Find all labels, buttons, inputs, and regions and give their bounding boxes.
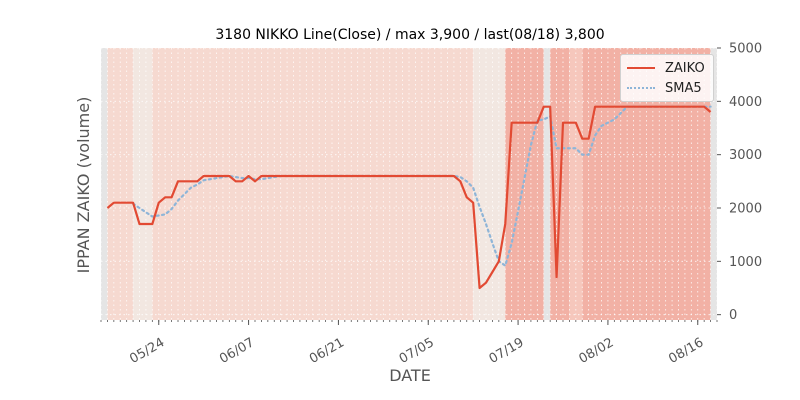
y-tick-label: 1000 bbox=[729, 255, 762, 270]
x-axis-label: DATE bbox=[389, 366, 431, 385]
background-band-0 bbox=[101, 48, 108, 320]
x-tick-label: 08/02 bbox=[576, 335, 616, 367]
grid-lines bbox=[100, 47, 718, 320]
legend-label-zaiko: ZAIKO bbox=[665, 60, 705, 76]
y-tick-label: 3000 bbox=[729, 148, 762, 163]
legend-swatch-zaiko bbox=[627, 67, 655, 69]
chart-title: 3180 NIKKO Line(Close) / max 3,900 / las… bbox=[215, 27, 604, 43]
y-axis: 0 1000 2000 3000 4000 5000 bbox=[717, 42, 762, 323]
x-tick-label: 05/24 bbox=[127, 335, 167, 367]
x-tick-label: 06/07 bbox=[217, 335, 257, 367]
legend-label-sma5: SMA5 bbox=[665, 80, 702, 96]
legend: ZAIKO SMA5 bbox=[620, 54, 714, 102]
legend-item-sma5: SMA5 bbox=[627, 79, 702, 97]
series-line-zaiko bbox=[106, 105, 712, 290]
x-tick-label: 08/16 bbox=[666, 335, 706, 367]
background-band-6 bbox=[543, 48, 551, 320]
series-layer bbox=[106, 105, 712, 290]
x-tick-label: 07/19 bbox=[487, 335, 527, 367]
legend-item-zaiko: ZAIKO bbox=[627, 59, 705, 77]
x-tick-label: 06/21 bbox=[307, 335, 347, 367]
y-tick-label: 0 bbox=[729, 308, 737, 323]
y-tick-label: 2000 bbox=[729, 202, 762, 217]
background-band-10 bbox=[710, 48, 717, 320]
y-tick-label: 4000 bbox=[729, 95, 762, 110]
legend-swatch-sma5 bbox=[627, 87, 655, 89]
y-axis-label: IPPAN ZAIKO (volume) bbox=[74, 97, 93, 274]
x-axis: 05/24 06/07 06/21 07/05 07/19 08/02 08/16 bbox=[100, 320, 718, 367]
background-band-2 bbox=[133, 48, 153, 320]
y-tick-label: 5000 bbox=[729, 42, 762, 57]
x-tick-label: 07/05 bbox=[397, 335, 437, 367]
